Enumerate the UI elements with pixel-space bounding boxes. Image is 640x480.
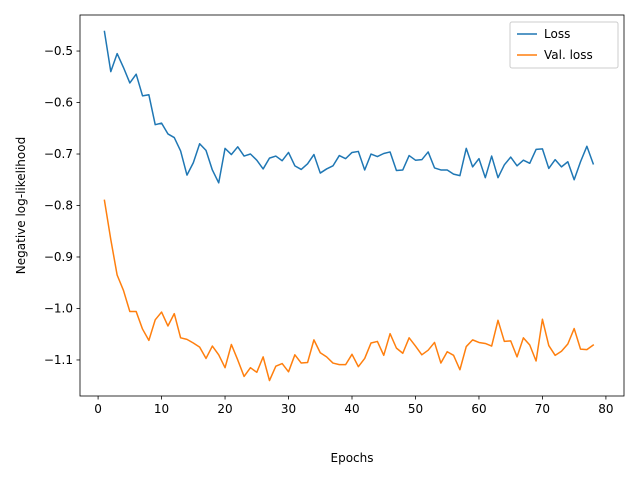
y-axis-ticks: −1.1 −1.0 −0.9 −0.8 −0.7 −0.6 −0.5 xyxy=(44,44,80,367)
legend-label-loss: Loss xyxy=(544,27,570,41)
y-tick-label: −0.6 xyxy=(44,96,73,110)
y-tick-label: −0.5 xyxy=(44,44,73,58)
plot-area: 0 10 20 30 40 50 60 70 80 −1.1 −1.0 −0.9 −0.8 −0.7 −0… xyxy=(44,14,625,416)
legend-items: Loss Val. loss xyxy=(517,27,593,62)
y-tick-label: −0.7 xyxy=(44,147,73,161)
x-tick-label: 60 xyxy=(471,402,486,416)
series-lines xyxy=(103,30,595,382)
series-line-val-loss xyxy=(103,199,595,382)
x-axis-label: Epochs xyxy=(331,451,374,465)
legend-label-val-loss: Val. loss xyxy=(544,48,593,62)
x-tick-label: 10 xyxy=(154,402,169,416)
y-tick-label: −1.0 xyxy=(44,302,73,316)
y-axis-label: Negative log-likelihood xyxy=(14,137,28,274)
x-tick-label: 0 xyxy=(94,402,102,416)
y-tick-label: −1.1 xyxy=(44,353,73,367)
y-tick-label: −0.9 xyxy=(44,250,73,264)
x-tick-label: 30 xyxy=(281,402,296,416)
legend: Loss Val. loss xyxy=(509,21,619,69)
x-axis-ticks: 0 10 20 30 40 50 60 70 80 xyxy=(94,396,614,416)
x-tick-label: 70 xyxy=(535,402,550,416)
x-tick-label: 20 xyxy=(217,402,232,416)
y-tick-label: −0.8 xyxy=(44,199,73,213)
x-tick-label: 80 xyxy=(598,402,613,416)
series-line-loss xyxy=(103,30,595,184)
x-tick-label: 40 xyxy=(344,402,359,416)
x-tick-label: 50 xyxy=(408,402,423,416)
